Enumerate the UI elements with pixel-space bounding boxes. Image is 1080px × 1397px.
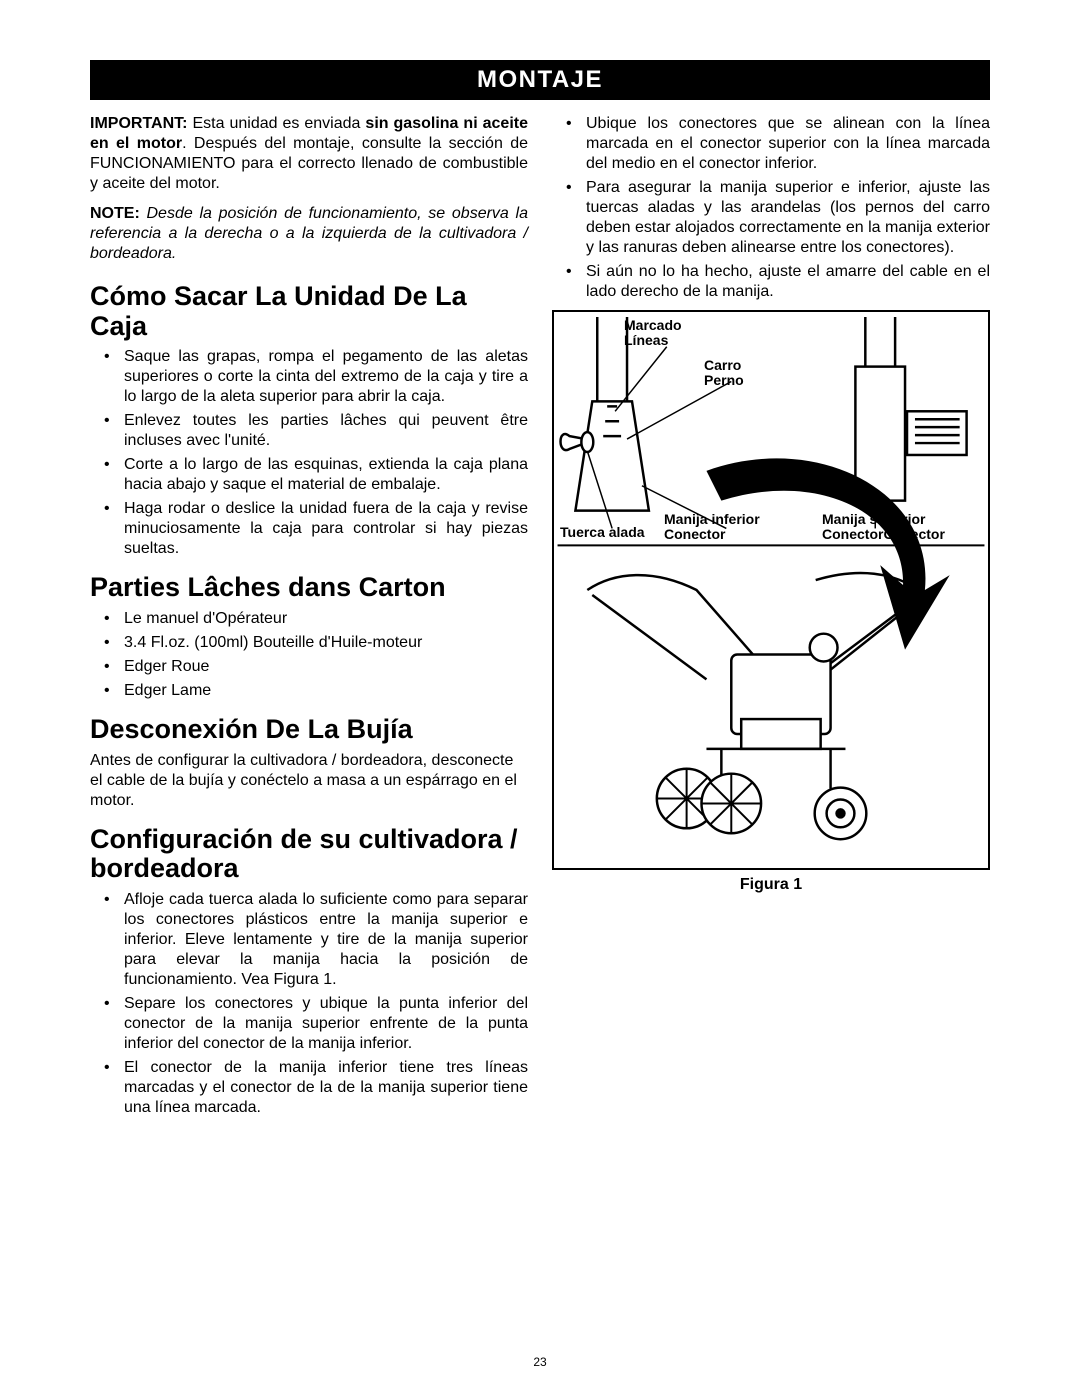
list-right: Ubique los conectores que se alinean con… — [552, 114, 990, 302]
list-item: Separe los conectores y ubique la punta … — [90, 994, 528, 1054]
two-column-layout: IMPORTANT: Esta unidad es enviada sin ga… — [90, 114, 990, 1126]
list-loose-parts: Le manuel d'Opérateur 3.4 Fl.oz. (100ml)… — [90, 609, 528, 701]
list-item: Afloje cada tuerca alada lo suficiente c… — [90, 890, 528, 990]
list-item: Ubique los conectores que se alinean con… — [552, 114, 990, 174]
section-title-bar: MONTAJE — [90, 60, 990, 100]
fig-label-carro: Carro Perno — [704, 358, 744, 389]
heading-loose-parts: Parties Lâches dans Carton — [90, 573, 528, 603]
list-item: Enlevez toutes les parties lâches qui pe… — [90, 411, 528, 451]
important-lead: IMPORTANT: — [90, 115, 187, 132]
list-config: Afloje cada tuerca alada lo suficiente c… — [90, 890, 528, 1118]
heading-config: Configuración de su cultivadora / bordea… — [90, 825, 528, 884]
intro-pre: Esta unidad es enviada — [187, 115, 365, 132]
list-item: Para asegurar la manija superior e infer… — [552, 178, 990, 258]
list-item: 3.4 Fl.oz. (100ml) Bouteille d'Huile-mot… — [90, 633, 528, 653]
page-number: 23 — [0, 1355, 1080, 1369]
heading-sparkplug: Desconexión De La Bujía — [90, 715, 528, 745]
list-item: Si aún no lo ha hecho, ajuste el amarre … — [552, 262, 990, 302]
list-remove-unit: Saque las grapas, rompa el pegamento de … — [90, 347, 528, 559]
list-item: Saque las grapas, rompa el pegamento de … — [90, 347, 528, 407]
list-item: Haga rodar o deslice la unidad fuera de … — [90, 499, 528, 559]
fig-label-inferior: Manija inferior Conector — [664, 512, 760, 543]
note-paragraph: NOTE: Desde la posición de funcionamient… — [90, 204, 528, 264]
list-item: Le manuel d'Opérateur — [90, 609, 528, 629]
fig-label-marcado: Marcado Líneas — [624, 318, 682, 349]
list-item: Corte a lo largo de las esquinas, extien… — [90, 455, 528, 495]
figure-1-box: Marcado Líneas Carro Perno Tuerca alada … — [552, 310, 990, 870]
sparkplug-paragraph: Antes de configurar la cultivadora / bor… — [90, 751, 528, 811]
note-body: Desde la posición de funcionamiento, se … — [90, 205, 528, 262]
note-lead: NOTE: — [90, 205, 140, 222]
figure-1-caption: Figura 1 — [552, 876, 990, 894]
list-item: Edger Lame — [90, 681, 528, 701]
list-item: Edger Roue — [90, 657, 528, 677]
left-column: IMPORTANT: Esta unidad es enviada sin ga… — [90, 114, 528, 1126]
list-item: El conector de la manija inferior tiene … — [90, 1058, 528, 1118]
figure-1-svg — [554, 312, 988, 868]
intro-paragraph: IMPORTANT: Esta unidad es enviada sin ga… — [90, 114, 528, 194]
fig-label-tuerca: Tuerca alada — [560, 525, 645, 540]
right-column: Ubique los conectores que se alinean con… — [552, 114, 990, 1126]
heading-remove-unit: Cómo Sacar La Unidad De La Caja — [90, 282, 528, 341]
fig-label-superior: Manija superior ConectorConector — [822, 512, 945, 543]
